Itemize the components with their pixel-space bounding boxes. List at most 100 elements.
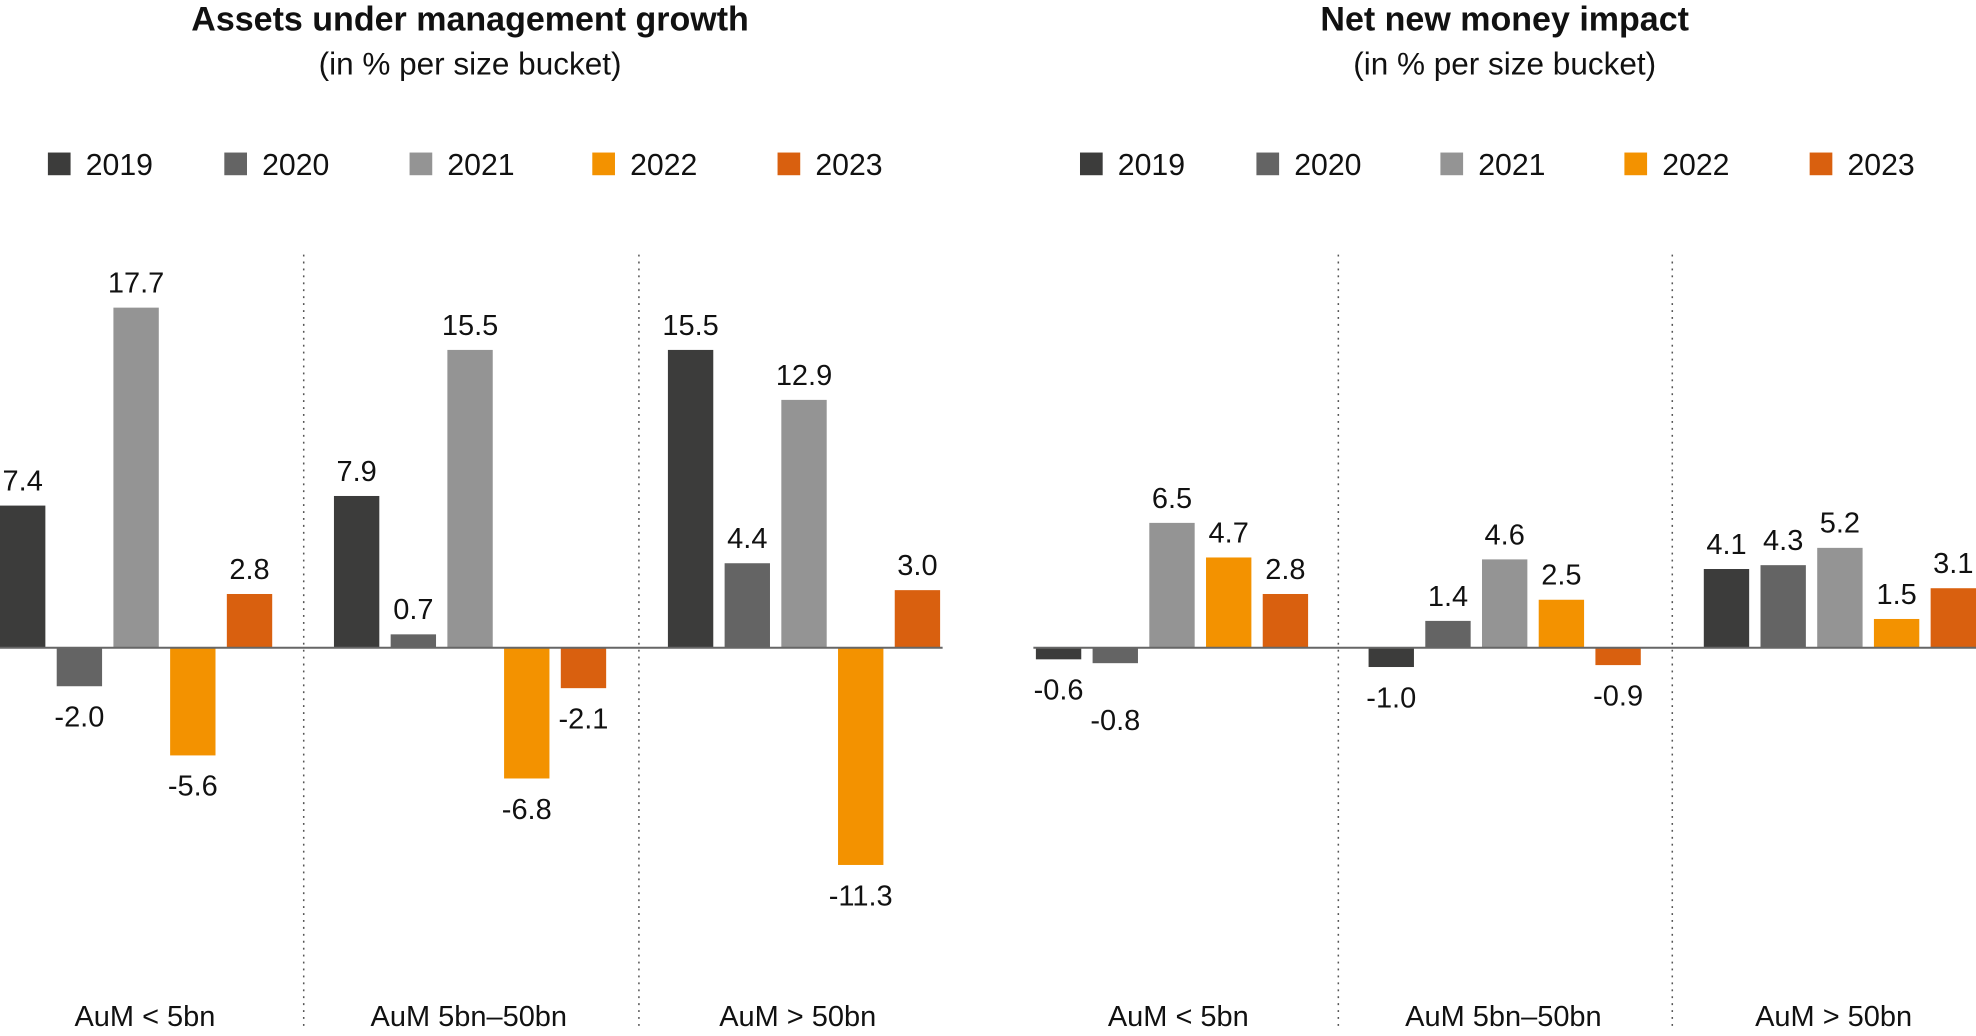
- legend-label: 2020: [262, 149, 329, 182]
- data-label: 15.5: [662, 310, 718, 342]
- category-label: AuM < 5bn: [1108, 1001, 1249, 1033]
- legend-label: 2019: [86, 149, 153, 182]
- bar-2021: [447, 349, 493, 648]
- data-label: 12.9: [776, 360, 832, 392]
- bar-2020: [1425, 620, 1471, 648]
- bar-2020: [724, 563, 770, 648]
- category-label: AuM > 50bn: [1755, 1001, 1912, 1033]
- legend-label: 2022: [1662, 149, 1729, 182]
- legend-item-2021: 2021: [409, 149, 515, 182]
- legend-swatch: [1079, 152, 1103, 176]
- bar-2023: [894, 590, 941, 648]
- bar-2019: [1703, 569, 1750, 648]
- bar-2021: [113, 307, 159, 648]
- data-label: 17.7: [108, 268, 164, 300]
- data-label: 7.9: [336, 456, 376, 488]
- legend-item-2020: 2020: [224, 149, 329, 182]
- data-label: 1.5: [1876, 579, 1916, 611]
- bar-2021: [1149, 522, 1195, 648]
- data-label: -0.6: [1034, 675, 1084, 707]
- data-label: -2.1: [559, 703, 609, 735]
- legend-swatch: [1624, 152, 1648, 176]
- legend-swatch: [1809, 152, 1833, 176]
- data-label: -1.0: [1366, 682, 1416, 714]
- legend-item-2022: 2022: [592, 149, 697, 182]
- chart-title: Assets under management growth: [191, 0, 749, 38]
- data-label: 5.2: [1820, 508, 1860, 540]
- bar-2021: [781, 399, 827, 648]
- bar-2022: [838, 647, 884, 865]
- data-label: 3.1: [1933, 548, 1973, 580]
- category-label: AuM < 5bn: [74, 1001, 215, 1033]
- category-label: AuM > 50bn: [719, 1001, 876, 1033]
- bar-2021: [1482, 559, 1528, 648]
- legend-item-2020: 2020: [1256, 149, 1361, 182]
- data-label: 3.0: [897, 550, 937, 582]
- bar-2019: [1035, 647, 1082, 660]
- data-label: 1.4: [1428, 581, 1468, 613]
- legend-label: 2020: [1294, 149, 1361, 182]
- legend-label: 2022: [630, 149, 697, 182]
- data-label: -0.8: [1090, 705, 1140, 737]
- legend-swatch: [47, 152, 71, 176]
- bar-2022: [1538, 599, 1585, 648]
- data-label: 2.8: [1265, 554, 1305, 586]
- data-label: 4.6: [1485, 519, 1525, 551]
- data-label: 2.5: [1541, 560, 1581, 592]
- bar-2019: [667, 349, 714, 648]
- bar-2023: [1262, 593, 1309, 648]
- chart-title: Net new money impact: [1320, 0, 1689, 38]
- bar-2022: [504, 647, 550, 779]
- legend-item-2019: 2019: [47, 149, 153, 182]
- net-new-money-chart: Net new money impact (in % per size buck…: [1033, 0, 1976, 1033]
- legend-label: 2023: [1847, 149, 1914, 182]
- data-label: 4.7: [1209, 517, 1249, 549]
- legend-swatch: [777, 152, 801, 176]
- legend-item-2019: 2019: [1079, 149, 1185, 182]
- legend-swatch: [1256, 152, 1280, 176]
- bar-2023: [1595, 647, 1641, 666]
- aum-growth-chart: Assets under management growth (in % per…: [0, 0, 943, 1033]
- bar-2020: [1760, 565, 1806, 648]
- bar-2019: [333, 495, 380, 648]
- category-label: AuM 5bn–50bn: [371, 1001, 568, 1033]
- legend-item-2021: 2021: [1440, 149, 1545, 182]
- bar-2020: [390, 634, 437, 648]
- bar-2020: [1092, 647, 1138, 664]
- legend-label: 2021: [1478, 149, 1545, 182]
- legend-swatch: [592, 152, 615, 176]
- data-label: 4.1: [1706, 529, 1746, 561]
- data-label: 4.3: [1763, 525, 1803, 557]
- legend-label: 2023: [815, 149, 882, 182]
- bar-2020: [56, 647, 103, 687]
- data-label: 2.8: [229, 554, 269, 586]
- bar-2022: [1206, 557, 1252, 648]
- bar-2019: [0, 505, 46, 648]
- data-label: -0.9: [1593, 680, 1643, 712]
- data-label: -11.3: [829, 880, 893, 912]
- bar-2023: [226, 593, 273, 648]
- data-label: 7.4: [3, 465, 43, 497]
- data-label: -6.8: [502, 794, 552, 826]
- bar-2022: [170, 647, 216, 756]
- bar-2023: [1930, 588, 1976, 648]
- data-label: 4.4: [727, 523, 767, 555]
- bar-2019: [1368, 647, 1414, 668]
- legend-swatch: [409, 152, 433, 176]
- bar-2023: [560, 647, 607, 689]
- chart-subtitle: (in % per size bucket): [1353, 45, 1656, 81]
- bar-2021: [1817, 547, 1863, 648]
- data-label: 0.7: [393, 594, 433, 626]
- data-label: 6.5: [1152, 483, 1192, 515]
- legend-item-2023: 2023: [1809, 149, 1915, 182]
- legend-label: 2019: [1118, 149, 1185, 182]
- data-label: -2.0: [54, 702, 104, 734]
- legend-item-2022: 2022: [1624, 149, 1729, 182]
- chart-subtitle: (in % per size bucket): [319, 45, 622, 81]
- bar-2022: [1873, 618, 1920, 648]
- data-label: 15.5: [442, 310, 498, 342]
- category-label: AuM 5bn–50bn: [1405, 1001, 1602, 1033]
- data-label: -5.6: [168, 771, 218, 803]
- legend-label: 2021: [447, 149, 514, 182]
